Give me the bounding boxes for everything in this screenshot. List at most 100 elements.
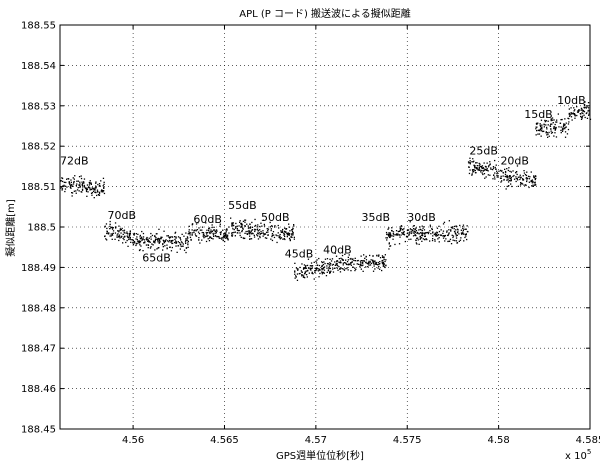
data-point: [546, 134, 548, 136]
data-point: [436, 232, 439, 234]
data-point: [580, 115, 582, 118]
data-point: [376, 255, 378, 257]
data-point: [288, 223, 290, 225]
data-point: [504, 168, 506, 170]
data-point: [332, 268, 334, 270]
data-point: [338, 266, 340, 268]
data-point: [388, 242, 390, 244]
data-point: [435, 235, 437, 237]
data-point: [182, 243, 184, 245]
data-point: [435, 234, 437, 236]
data-point: [78, 184, 80, 187]
data-point: [398, 234, 400, 236]
data-point: [525, 184, 527, 187]
data-point: [243, 237, 245, 240]
data-point: [311, 267, 313, 269]
data-point: [259, 233, 261, 235]
data-point: [230, 217, 232, 219]
data-point: [174, 238, 176, 241]
data-point: [515, 180, 517, 183]
data-point: [117, 233, 119, 235]
data-point: [203, 233, 205, 235]
data-point: [223, 234, 225, 237]
data-point: [244, 232, 246, 234]
data-point: [303, 264, 306, 266]
data-point: [513, 178, 516, 180]
data-point: [123, 231, 125, 233]
data-point: [377, 261, 379, 264]
attenuation-label: 50dB: [261, 211, 290, 224]
data-point: [397, 233, 399, 235]
data-point: [213, 235, 215, 237]
data-point: [89, 182, 91, 185]
data-point: [100, 180, 102, 182]
data-point: [539, 130, 541, 132]
data-point: [191, 234, 193, 236]
data-point: [69, 185, 72, 187]
data-point: [127, 245, 129, 247]
data-point: [530, 180, 532, 182]
data-point: [209, 237, 211, 239]
data-point: [74, 175, 76, 177]
data-point: [311, 272, 313, 274]
data-point: [334, 252, 336, 254]
data-point: [479, 165, 482, 168]
data-point: [415, 239, 417, 242]
data-point: [139, 236, 141, 238]
data-point: [576, 114, 578, 117]
data-point: [179, 237, 181, 239]
data-point: [248, 229, 250, 232]
data-point: [324, 258, 327, 260]
data-point: [102, 185, 104, 187]
data-point: [314, 271, 316, 274]
data-point: [239, 234, 241, 237]
data-point: [481, 167, 484, 169]
data-point: [212, 232, 214, 235]
data-point: [473, 171, 475, 173]
data-point: [455, 235, 457, 237]
data-point: [292, 234, 294, 236]
data-point: [435, 233, 437, 235]
data-point: [564, 128, 566, 130]
data-point: [185, 242, 187, 244]
data-point: [251, 221, 253, 224]
data-point: [127, 236, 129, 238]
data-point: [282, 238, 284, 240]
data-point: [262, 230, 264, 232]
data-point: [136, 238, 138, 241]
data-point: [564, 136, 567, 138]
data-point: [159, 238, 161, 240]
data-point: [207, 238, 209, 240]
data-point: [436, 233, 438, 235]
data-point: [493, 174, 495, 176]
data-point: [231, 234, 234, 236]
data-point: [483, 173, 486, 175]
data-point: [564, 118, 566, 120]
data-point: [79, 185, 81, 187]
data-point: [543, 130, 545, 132]
data-point: [103, 186, 105, 188]
data-point: [535, 175, 537, 178]
data-point: [406, 229, 409, 232]
data-point: [164, 240, 167, 243]
data-point: [475, 162, 477, 164]
data-point: [442, 223, 445, 225]
data-point: [541, 130, 543, 132]
data-point: [260, 222, 262, 224]
data-point: [259, 225, 261, 228]
data-point: [126, 232, 128, 234]
data-point: [111, 228, 114, 230]
data-point: [216, 236, 218, 238]
data-point: [101, 189, 103, 192]
data-point: [558, 126, 560, 128]
data-point: [379, 257, 382, 259]
data-point: [99, 184, 101, 187]
data-point: [395, 234, 397, 236]
data-point: [487, 174, 489, 176]
data-point: [279, 235, 281, 238]
data-point: [365, 255, 367, 258]
data-point: [104, 226, 106, 228]
data-point: [88, 181, 90, 184]
data-point: [555, 126, 557, 129]
data-point: [574, 109, 576, 111]
